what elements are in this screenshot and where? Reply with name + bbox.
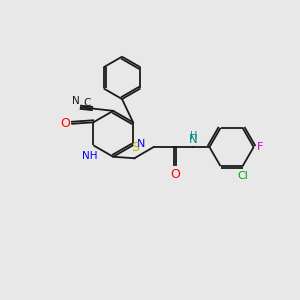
Text: C: C	[84, 98, 91, 108]
Text: O: O	[171, 168, 181, 181]
Text: N: N	[73, 96, 80, 106]
Text: O: O	[61, 117, 70, 130]
Text: S: S	[131, 141, 139, 154]
Text: N: N	[189, 133, 198, 146]
Text: N: N	[136, 139, 145, 149]
Text: F: F	[257, 142, 264, 152]
Text: H: H	[190, 131, 197, 142]
Text: Cl: Cl	[237, 171, 248, 181]
Text: NH: NH	[82, 151, 98, 160]
